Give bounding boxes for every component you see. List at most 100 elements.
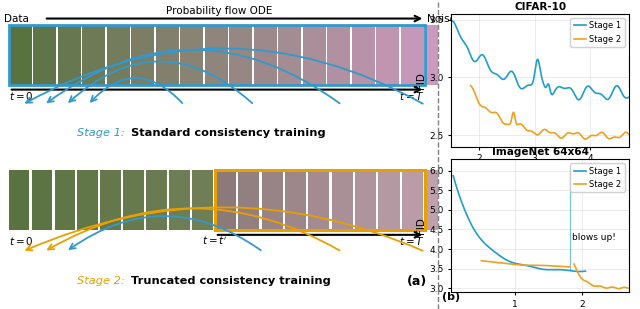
Stage 1 (528, 82, 536, 86)
Legend: Stage 1, Stage 2: Stage 1, Stage 2 (570, 163, 625, 192)
Text: $t=0$: $t=0$ (9, 235, 33, 247)
Stage 1 (521, 263, 529, 267)
Text: Truncated consistency training: Truncated consistency training (127, 276, 331, 286)
X-axis label: Iterations ($\times$10$^5$): Iterations ($\times$10$^5$) (502, 166, 579, 180)
Bar (100, 170, 121, 230)
Line: Stage 1: Stage 1 (453, 176, 586, 272)
Stage 1 (575, 98, 582, 102)
Text: Standard consistency training: Standard consistency training (127, 128, 326, 138)
Stage 1 (552, 87, 560, 91)
Bar (425, 170, 446, 230)
Bar (124, 170, 144, 230)
Text: $t=T$: $t=T$ (399, 235, 425, 247)
Stage 2 (558, 265, 566, 268)
Stage 1 (447, 19, 455, 23)
Line: Stage 2: Stage 2 (470, 86, 629, 139)
Stage 1 (582, 86, 589, 90)
Bar (285, 170, 306, 230)
Bar (107, 25, 130, 85)
Bar (58, 25, 81, 85)
Bar (156, 25, 179, 85)
Y-axis label: FID: FID (417, 72, 426, 89)
Stage 2 (582, 137, 589, 141)
Stage 2 (532, 264, 540, 267)
Stage 1 (513, 262, 521, 265)
Stage 2 (597, 131, 605, 134)
Bar (376, 25, 399, 85)
Bar (401, 25, 424, 85)
Text: blows up!: blows up! (572, 233, 616, 242)
Bar (278, 25, 301, 85)
Stage 1 (493, 73, 501, 77)
Bar (327, 25, 350, 85)
Bar (332, 170, 353, 230)
Bar (352, 25, 375, 85)
Bar (215, 170, 236, 230)
Stage 2 (477, 259, 485, 263)
Title: CIFAR-10: CIFAR-10 (514, 2, 566, 12)
Bar (33, 25, 56, 85)
Stage 2 (530, 264, 538, 267)
Bar (9, 170, 29, 230)
Text: $t=t'$: $t=t'$ (202, 235, 228, 247)
Stage 2 (531, 264, 538, 267)
Bar (31, 170, 52, 230)
Stage 2 (552, 132, 560, 136)
Stage 2 (561, 133, 569, 137)
Text: Probability flow ODE: Probability flow ODE (166, 6, 273, 16)
Bar (355, 170, 376, 230)
Bar (169, 170, 189, 230)
Stage 1 (579, 269, 586, 273)
Bar (308, 170, 330, 230)
Text: $t=T$: $t=T$ (399, 90, 425, 102)
Text: Stage 2:: Stage 2: (77, 276, 125, 286)
Bar (9, 25, 32, 85)
Title: ImageNet 64x64: ImageNet 64x64 (492, 147, 589, 157)
Text: (a): (a) (407, 275, 428, 288)
Bar (9, 25, 425, 85)
Text: $t=0$: $t=0$ (9, 90, 33, 102)
Bar (83, 25, 106, 85)
Bar (229, 25, 252, 85)
Bar (192, 170, 212, 230)
Stage 1 (512, 262, 520, 265)
Stage 2 (467, 84, 474, 87)
Bar (402, 170, 423, 230)
Stage 2 (625, 133, 633, 136)
Bar (303, 25, 326, 85)
Text: Noise: Noise (428, 14, 456, 23)
Bar (146, 170, 167, 230)
Bar (54, 170, 75, 230)
Stage 1 (625, 95, 633, 99)
Text: (b): (b) (442, 292, 460, 302)
Stage 1 (447, 19, 455, 23)
Stage 1 (575, 270, 583, 273)
Stage 1 (479, 53, 487, 57)
Bar (180, 25, 204, 85)
Stage 2 (543, 129, 550, 132)
Text: Stage 1:: Stage 1: (77, 128, 125, 138)
Bar (131, 25, 154, 85)
Stage 2 (552, 264, 560, 268)
Bar (378, 170, 399, 230)
Bar (205, 25, 228, 85)
Bar (425, 25, 449, 85)
Bar (253, 25, 277, 85)
Bar (238, 170, 259, 230)
Bar (77, 170, 98, 230)
Stage 1 (528, 265, 536, 269)
Stage 2 (622, 130, 630, 134)
Legend: Stage 1, Stage 2: Stage 1, Stage 2 (570, 18, 625, 47)
Stage 2 (478, 259, 486, 263)
Line: Stage 1: Stage 1 (451, 21, 629, 100)
Y-axis label: FID: FID (417, 217, 426, 234)
Text: Data: Data (4, 14, 29, 23)
Bar (215, 170, 236, 230)
Stage 1 (449, 174, 457, 178)
Line: Stage 2: Stage 2 (481, 261, 570, 267)
Stage 1 (582, 269, 589, 273)
Stage 2 (566, 265, 574, 269)
Bar (215, 170, 425, 230)
Bar (262, 170, 283, 230)
Stage 1 (566, 86, 574, 90)
